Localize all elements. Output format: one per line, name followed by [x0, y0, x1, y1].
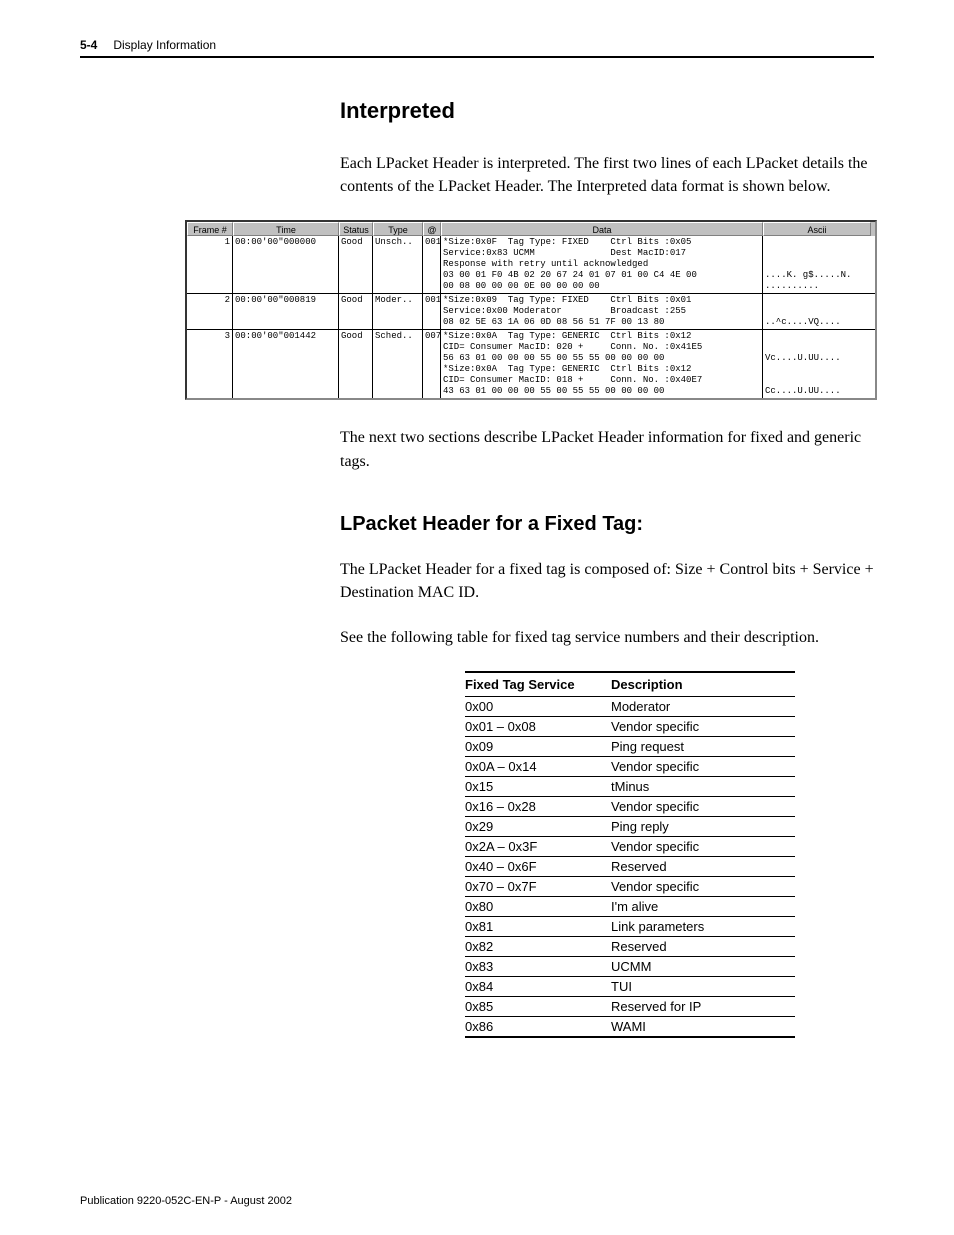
table-row: 0x40 – 0x6FReserved — [465, 857, 795, 877]
capture-cell: ..^c....VQ.... — [763, 294, 871, 329]
service-col-header: Fixed Tag Service — [465, 672, 611, 697]
table-row: 0x00Moderator — [465, 697, 795, 717]
capture-cell: 00:00'00"000819 — [233, 294, 339, 329]
capture-cell: 007 — [423, 330, 441, 398]
col-header: Ascii — [763, 222, 871, 236]
table-cell: 0x84 — [465, 977, 611, 997]
table-cell: WAMI — [611, 1017, 795, 1038]
col-header: Frame # — [187, 222, 233, 236]
col-header: Status — [339, 222, 373, 236]
table-cell: TUI — [611, 977, 795, 997]
table-row: 0x2A – 0x3FVendor specific — [465, 837, 795, 857]
table-cell: Reserved — [611, 937, 795, 957]
table-cell: Ping request — [611, 737, 795, 757]
section-heading-interpreted: Interpreted — [340, 98, 874, 124]
table-cell: Moderator — [611, 697, 795, 717]
table-cell: UCMM — [611, 957, 795, 977]
table-row: 0x84TUI — [465, 977, 795, 997]
table-row: 0x81Link parameters — [465, 917, 795, 937]
page-header: 5-4 Display Information — [80, 38, 874, 52]
capture-cell: 1 — [187, 236, 233, 293]
table-cell: 0x0A – 0x14 — [465, 757, 611, 777]
description-col-header: Description — [611, 672, 795, 697]
table-cell: 0x29 — [465, 817, 611, 837]
table-row: 0x29Ping reply — [465, 817, 795, 837]
capture-row: 100:00'00"000000GoodUnsch..001*Size:0x0F… — [187, 236, 875, 293]
capture-cell: 2 — [187, 294, 233, 329]
col-header: Type — [373, 222, 423, 236]
table-cell: Ping reply — [611, 817, 795, 837]
capture-cell: 00:00'00"000000 — [233, 236, 339, 293]
table-cell: 0x80 — [465, 897, 611, 917]
header-title: Display Information — [113, 38, 216, 52]
capture-cell: 3 — [187, 330, 233, 398]
table-cell: 0x86 — [465, 1017, 611, 1038]
capture-cell: Good — [339, 294, 373, 329]
paragraph: Each LPacket Header is interpreted. The … — [340, 152, 874, 198]
table-cell: 0x15 — [465, 777, 611, 797]
table-row: 0x09Ping request — [465, 737, 795, 757]
capture-cell: Good — [339, 330, 373, 398]
capture-cell: Unsch.. — [373, 236, 423, 293]
capture-cell: ....K. g$.....N. .......... — [763, 236, 871, 293]
capture-row: 200:00'00"000819GoodModer..001*Size:0x09… — [187, 293, 875, 329]
capture-cell: 001 — [423, 294, 441, 329]
capture-cell: Vc....U.UU.... Cc....U.UU.... — [763, 330, 871, 398]
table-cell: Vendor specific — [611, 877, 795, 897]
table-row: 0x01 – 0x08Vendor specific — [465, 717, 795, 737]
table-cell: Vendor specific — [611, 797, 795, 817]
table-row: 0x16 – 0x28Vendor specific — [465, 797, 795, 817]
page-number: 5-4 — [80, 38, 97, 52]
packet-capture-table: Frame # Time Status Type @ Data Ascii 10… — [185, 220, 877, 400]
table-cell: 0x40 – 0x6F — [465, 857, 611, 877]
table-cell: 0x16 – 0x28 — [465, 797, 611, 817]
publication-footer: Publication 9220-052C-EN-P - August 2002 — [80, 1195, 292, 1207]
capture-cell: 001 — [423, 236, 441, 293]
table-cell: 0x01 – 0x08 — [465, 717, 611, 737]
table-row: 0x82Reserved — [465, 937, 795, 957]
col-header: Time — [233, 222, 339, 236]
capture-header-row: Frame # Time Status Type @ Data Ascii — [187, 222, 875, 236]
table-cell: 0x81 — [465, 917, 611, 937]
paragraph: See the following table for fixed tag se… — [340, 626, 874, 649]
table-row: 0x85Reserved for IP — [465, 997, 795, 1017]
table-row: 0x80I'm alive — [465, 897, 795, 917]
paragraph: The next two sections describe LPacket H… — [340, 426, 874, 472]
table-row: 0x83UCMM — [465, 957, 795, 977]
table-cell: Vendor specific — [611, 757, 795, 777]
table-cell: Reserved for IP — [611, 997, 795, 1017]
capture-cell: *Size:0x0F Tag Type: FIXED Ctrl Bits :0x… — [441, 236, 763, 293]
table-cell: Link parameters — [611, 917, 795, 937]
fixed-tag-service-table: Fixed Tag Service Description 0x00Modera… — [465, 671, 795, 1038]
table-cell: 0x00 — [465, 697, 611, 717]
table-row: 0x86WAMI — [465, 1017, 795, 1038]
capture-cell: *Size:0x0A Tag Type: GENERIC Ctrl Bits :… — [441, 330, 763, 398]
table-row: 0x70 – 0x7FVendor specific — [465, 877, 795, 897]
section-heading-fixed-tag: LPacket Header for a Fixed Tag: — [340, 513, 874, 536]
table-row: 0x0A – 0x14Vendor specific — [465, 757, 795, 777]
table-cell: tMinus — [611, 777, 795, 797]
header-rule — [80, 56, 874, 58]
table-cell: I'm alive — [611, 897, 795, 917]
capture-cell: Good — [339, 236, 373, 293]
capture-cell: *Size:0x09 Tag Type: FIXED Ctrl Bits :0x… — [441, 294, 763, 329]
capture-cell: Sched.. — [373, 330, 423, 398]
table-cell: Reserved — [611, 857, 795, 877]
table-cell: 0x2A – 0x3F — [465, 837, 611, 857]
table-cell: 0x85 — [465, 997, 611, 1017]
table-row: 0x15tMinus — [465, 777, 795, 797]
paragraph: The LPacket Header for a fixed tag is co… — [340, 558, 874, 604]
table-cell: 0x82 — [465, 937, 611, 957]
table-cell: 0x70 – 0x7F — [465, 877, 611, 897]
col-header: @ — [423, 222, 441, 236]
capture-cell: Moder.. — [373, 294, 423, 329]
col-header: Data — [441, 222, 763, 236]
table-cell: Vendor specific — [611, 717, 795, 737]
capture-cell: 00:00'00"001442 — [233, 330, 339, 398]
table-cell: 0x83 — [465, 957, 611, 977]
table-cell: Vendor specific — [611, 837, 795, 857]
capture-row: 300:00'00"001442GoodSched..007*Size:0x0A… — [187, 329, 875, 398]
table-cell: 0x09 — [465, 737, 611, 757]
